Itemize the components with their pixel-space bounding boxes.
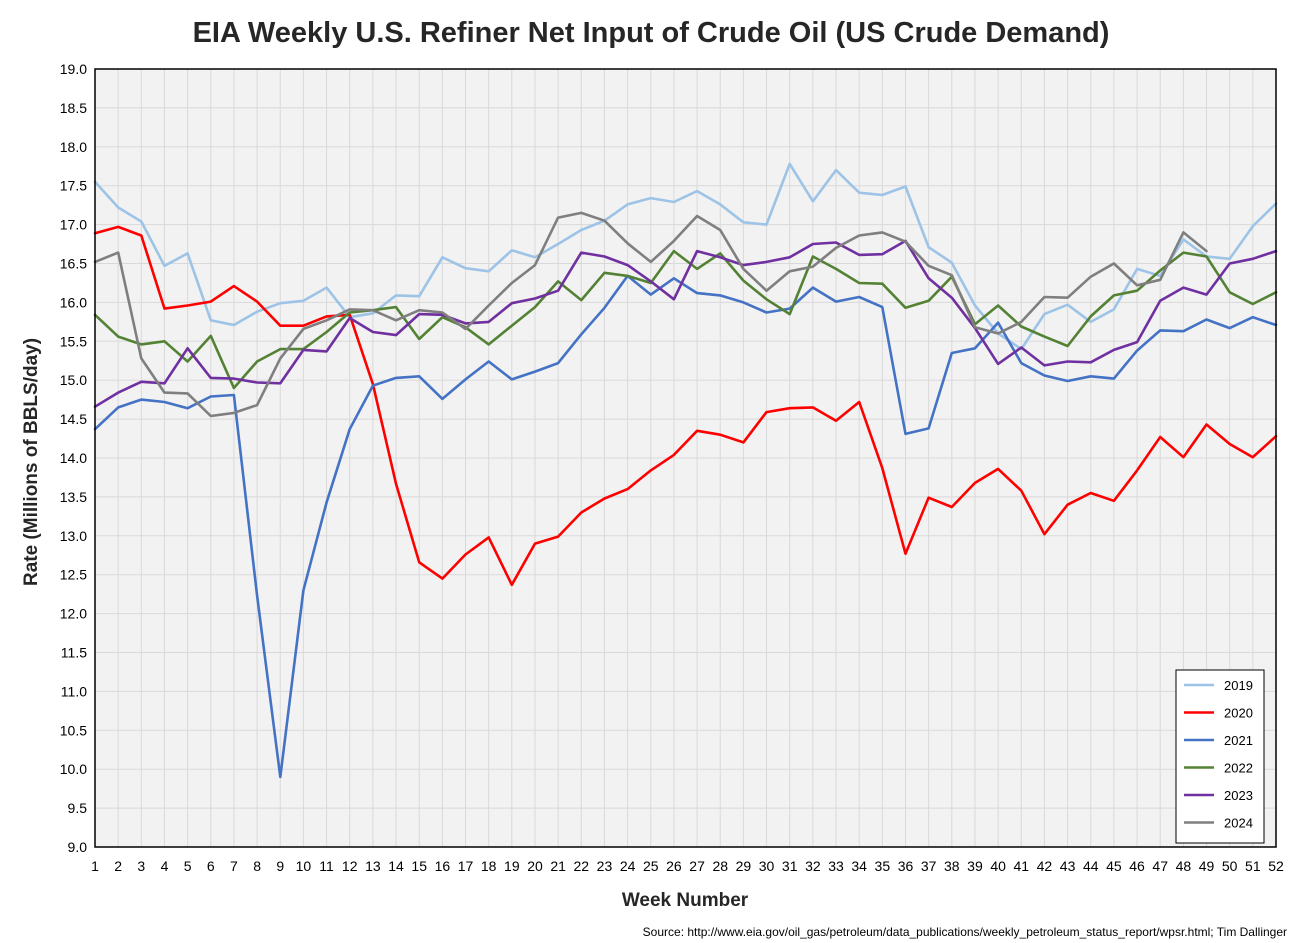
y-tick-label: 12.5 — [60, 567, 87, 583]
gridlines — [94, 68, 1277, 848]
source-note: Source: http://www.eia.gov/oil_gas/petro… — [643, 925, 1287, 939]
y-tick-label: 15.5 — [60, 333, 87, 349]
x-tick-label: 18 — [481, 858, 497, 874]
y-tick-label: 14.0 — [60, 450, 87, 466]
x-tick-label: 3 — [137, 858, 145, 874]
y-tick-label: 11.0 — [61, 683, 87, 699]
x-tick-label: 14 — [388, 858, 404, 874]
x-tick-label: 29 — [736, 858, 752, 874]
x-tick-label: 35 — [875, 858, 891, 874]
x-tick-label: 47 — [1152, 858, 1168, 874]
y-tick-label: 18.0 — [60, 139, 87, 155]
y-tick-label: 19.0 — [60, 61, 87, 77]
y-tick-label: 17.5 — [60, 178, 87, 194]
x-tick-label: 34 — [851, 858, 867, 874]
y-tick-label: 10.5 — [60, 722, 87, 738]
x-tick-label: 31 — [782, 858, 798, 874]
series-lines — [93, 162, 1278, 779]
x-tick-label: 43 — [1060, 858, 1076, 874]
x-tick-label: 27 — [689, 858, 705, 874]
x-tick-labels: 1 2 3 4 5 6 7 8 9 10 11 12 13 14 15 16 17 18 19 20 21 22 23 24 2… — [91, 858, 1284, 874]
x-tick-label: 17 — [458, 858, 474, 874]
y-tick-labels: 9.0 9.5 10.0 10.5 11.0 11.5 12.0 12.5 13.0 13.5 14… — [60, 61, 87, 855]
plot-border — [94, 68, 1277, 848]
x-tick-label: 8 — [253, 858, 261, 874]
x-tick-label: 6 — [207, 858, 215, 874]
legend-label-2021: 2021 — [1224, 733, 1253, 748]
x-tick-label: 45 — [1106, 858, 1122, 874]
x-tick-label: 50 — [1222, 858, 1238, 874]
x-tick-label: 11 — [319, 858, 334, 874]
y-axis-label: Rate (Millions of BBLS/day) — [21, 338, 42, 586]
x-tick-label: 37 — [921, 858, 937, 874]
x-axis-label: Week Number — [622, 890, 749, 911]
legend-label-2019: 2019 — [1224, 678, 1253, 693]
x-tick-label: 25 — [643, 858, 659, 874]
x-tick-label: 36 — [898, 858, 914, 874]
y-tick-label: 13.0 — [60, 528, 87, 544]
x-tick-label: 1 — [91, 858, 99, 874]
x-tick-label: 39 — [967, 858, 983, 874]
x-tick-label: 10 — [296, 858, 312, 874]
x-tick-label: 51 — [1245, 858, 1261, 874]
legend-label-2024: 2024 — [1224, 816, 1253, 831]
legend-label-2023: 2023 — [1224, 788, 1253, 803]
y-tick-label: 11.5 — [61, 645, 87, 661]
x-tick-label: 52 — [1268, 858, 1284, 874]
y-tick-label: 16.0 — [60, 294, 87, 310]
series-line-2023 — [93, 239, 1278, 409]
x-tick-label: 5 — [184, 858, 192, 874]
y-tick-label: 16.5 — [60, 256, 87, 272]
x-tick-label: 13 — [365, 858, 381, 874]
x-tick-label: 28 — [712, 858, 728, 874]
x-tick-label: 33 — [828, 858, 844, 874]
y-tick-label: 15.0 — [60, 372, 87, 388]
legend-box — [1175, 669, 1265, 844]
x-tick-label: 38 — [944, 858, 960, 874]
y-tick-label: 12.0 — [60, 606, 87, 622]
series-line-2022 — [93, 249, 1278, 390]
legend-label-2020: 2020 — [1224, 706, 1253, 721]
y-tick-label: 13.5 — [60, 489, 87, 505]
x-tick-label: 15 — [411, 858, 427, 874]
y-tick-label: 18.5 — [60, 100, 87, 116]
x-tick-label: 48 — [1176, 858, 1192, 874]
x-tick-label: 49 — [1199, 858, 1215, 874]
x-tick-label: 41 — [1013, 858, 1029, 874]
y-tick-label: 14.5 — [60, 411, 87, 427]
legend-label-2022: 2022 — [1224, 761, 1253, 776]
y-tick-label: 17.0 — [60, 217, 87, 233]
x-tick-label: 16 — [435, 858, 451, 874]
x-tick-label: 19 — [504, 858, 520, 874]
x-tick-label: 40 — [990, 858, 1006, 874]
x-tick-label: 44 — [1083, 858, 1099, 874]
series-line-2021 — [93, 274, 1278, 779]
x-tick-label: 7 — [230, 858, 238, 874]
plot-area: 9.09.510.010.511.011.512.012.513.013.514… — [60, 61, 1284, 874]
x-tick-label: 24 — [620, 858, 636, 874]
chart-title: EIA Weekly U.S. Refiner Net Input of Cru… — [193, 17, 1110, 49]
x-tick-label: 30 — [759, 858, 775, 874]
legend: 2019 2020 2021 2022 2023 2024 — [1175, 669, 1265, 844]
series-line-2020 — [93, 225, 1278, 587]
x-tick-label: 46 — [1129, 858, 1145, 874]
x-tick-label: 4 — [161, 858, 169, 874]
y-tick-label: 9.0 — [68, 839, 88, 855]
x-tick-label: 20 — [527, 858, 543, 874]
x-tick-label: 26 — [666, 858, 682, 874]
y-tick-label: 10.0 — [60, 761, 87, 777]
x-tick-label: 42 — [1037, 858, 1053, 874]
x-tick-label: 22 — [574, 858, 590, 874]
x-tick-label: 2 — [114, 858, 122, 874]
series-line-2019 — [93, 162, 1278, 351]
x-tick-label: 9 — [276, 858, 284, 874]
x-tick-label: 32 — [805, 858, 821, 874]
x-tick-label: 12 — [342, 858, 358, 874]
series-line-2024 — [93, 211, 1208, 418]
x-tick-label: 21 — [550, 858, 566, 874]
x-tick-label: 23 — [597, 858, 613, 874]
y-tick-label: 9.5 — [68, 800, 88, 816]
